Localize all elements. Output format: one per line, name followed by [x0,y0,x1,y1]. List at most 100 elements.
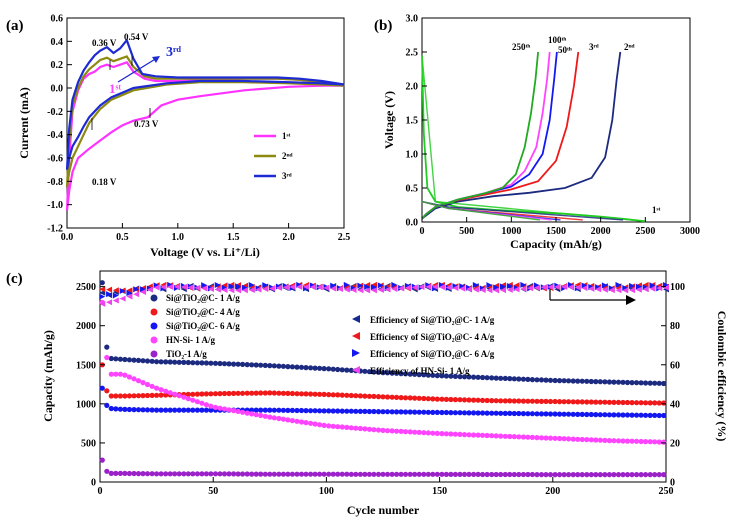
capacity-point [199,407,205,413]
capacity-point [330,366,336,372]
legend-marker-eff-si-6 [352,349,360,357]
capacity-point [262,413,268,419]
capacity-point [235,390,241,396]
capacity-point [448,373,454,379]
capacity-point [235,471,241,477]
efficiency-point [221,286,228,293]
capacity-point [588,378,594,385]
capacity-point [194,391,200,397]
capacity-point [308,408,314,414]
efficiency-point [649,285,656,292]
capacity-point [643,439,649,445]
capacity-point [430,430,436,436]
efficiency-point [615,287,622,294]
capacity-point [298,419,305,425]
capacity-point [312,391,318,397]
capacity-point [366,426,372,432]
efficiency-point [248,286,255,293]
capacity-point [466,410,472,416]
capacity-point [484,471,490,478]
capacity-point [416,372,422,378]
efficiency-point [235,283,242,290]
capacity-point [330,408,336,414]
capacity-point [575,472,581,478]
capacity-point [615,412,622,418]
capacity-point [480,471,486,478]
a-xtick-label: 0.5 [116,232,129,243]
a-xtick-label: 2.0 [282,232,295,243]
capacity-point [172,391,178,397]
c-ytick-label: 1500 [76,360,96,371]
cv-curve-3 [65,37,345,170]
capacity-point [380,394,386,400]
capacity-point [475,432,481,438]
a-ytick-label: -0.2 [47,107,63,118]
capacity-point [366,471,372,477]
capacity-point [271,390,277,396]
capacity-point [339,408,345,414]
capacity-point [172,359,178,365]
efficiency-point [547,283,554,290]
capacity-point [412,471,418,477]
capacity-point [335,471,341,477]
capacity-point [606,379,613,385]
capacity-point [516,434,522,440]
capacity-point [443,471,449,477]
capacity-point [394,394,400,400]
b-xtick-label: 2500 [635,226,655,237]
capacity-point [249,411,255,417]
capacity-point [606,412,613,418]
capacity-point [593,399,599,405]
capacity-point [167,471,173,477]
capacity-point [312,365,318,371]
efficiency-point [201,285,208,292]
efficiency-point [459,285,466,292]
efficiency-point [173,283,180,290]
efficiency-point [499,287,506,294]
curve-label-100th: 100ᵗʰ [548,35,566,45]
a-ytick-label: -0.4 [47,130,63,141]
c-ytick-label: 2000 [76,321,96,332]
capacity-point [566,411,572,417]
efficiency-point [472,286,479,293]
capacity-point [344,392,350,398]
efficiency-point [404,284,411,291]
c-ytick-label: 0 [91,478,96,489]
efficiency-point [601,282,608,289]
capacity-point [326,392,332,398]
capacity-point [520,434,527,440]
capacity-point [380,409,386,415]
capacity-point [647,439,653,445]
capacity-point [466,374,472,380]
capacity-point [203,360,209,366]
capacity-point [516,376,522,382]
capacity-point [656,472,662,478]
capacity-point [249,362,255,368]
capacity-point [240,361,246,367]
capacity-point [552,398,558,405]
capacity-point [611,412,617,418]
capacity-point [575,399,581,405]
capacity-point [181,471,187,477]
capacity-point [457,410,463,416]
panel-c-ylabel-right: Coulombic efficiency (%) [715,311,729,442]
capacity-point [258,362,264,368]
capacity-point [502,471,508,478]
capacity-point [606,438,613,444]
efficiency-point [493,287,500,294]
capacity-point [231,390,237,396]
capacity-point [167,407,173,413]
discharge-curve-0 [421,55,646,223]
efficiency-point [561,283,568,290]
c-rytick-label: 40 [670,399,680,410]
capacity-point [461,432,468,438]
capacity-point [163,407,169,413]
c-xtick-label: 50 [208,486,218,497]
capacity-point [113,356,119,362]
legend-label-tio2: TiO₂-1 A/g [166,349,207,359]
capacity-point [235,408,241,414]
capacity-point [348,392,354,399]
efficiency-point [140,286,147,293]
efficiency-point [601,286,608,293]
capacity-point [466,432,472,438]
